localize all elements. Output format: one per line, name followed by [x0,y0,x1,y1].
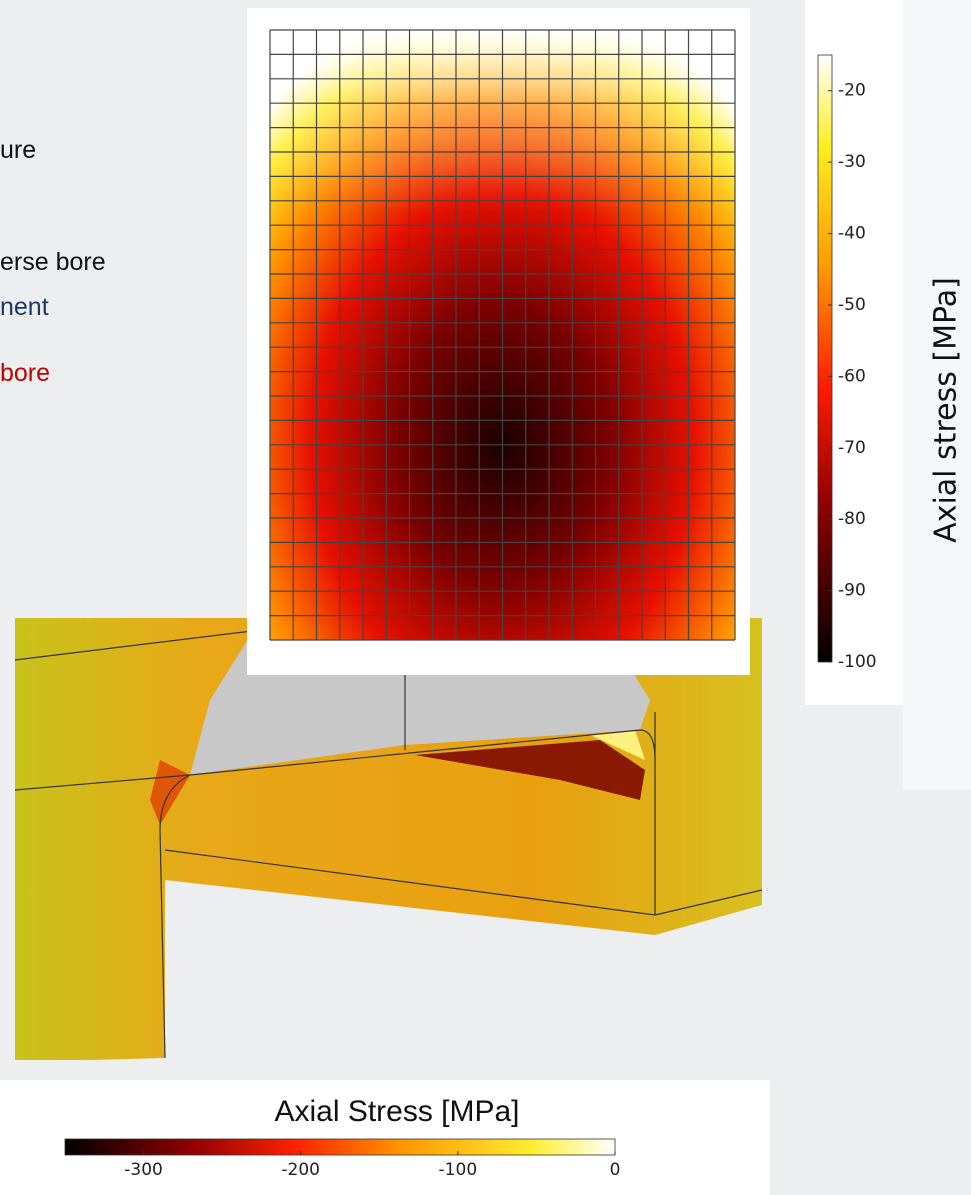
tick-label: -50 [838,295,866,315]
tick-label: -100 [439,1160,478,1180]
colorbar [817,54,833,663]
bullet-text: nent [0,293,49,321]
panel [903,0,971,790]
model-image [14,618,763,1100]
tick-label: -60 [838,366,866,386]
tick-label: -100 [838,652,877,672]
colorbar [64,1138,616,1156]
bullet-text: ure [0,136,36,164]
bullet-text: erse bore [0,248,106,276]
tick-label: -300 [124,1160,163,1180]
colorbar-label: Axial Stress [MPa] [274,1095,519,1128]
tick-label: -90 [838,581,866,601]
tick-label: -20 [838,81,866,101]
tick-label: -40 [838,224,866,244]
tick-label: -30 [838,152,866,172]
tick-label: 0 [610,1160,621,1180]
tick-label: -200 [281,1160,320,1180]
mesh-grid [269,29,736,641]
tick-label: -70 [838,438,866,458]
bullet-text: bore [0,359,50,387]
colorbar-label: Axial stress [MPa] [929,277,964,543]
colorbar-panel [0,1080,770,1195]
tick-label: -80 [838,509,866,529]
